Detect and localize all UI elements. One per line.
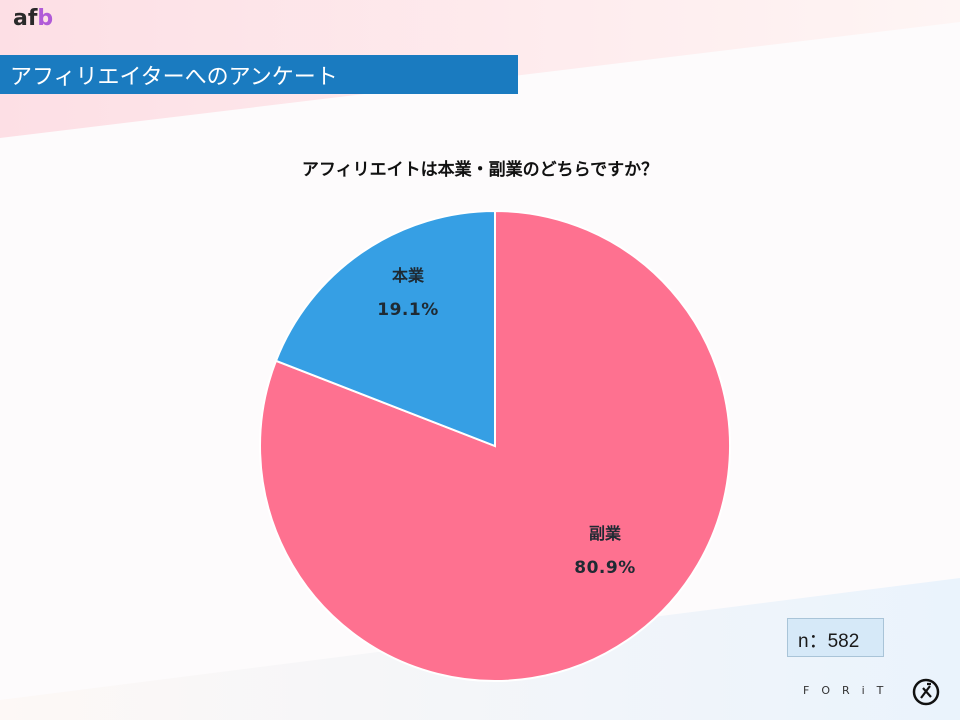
afb-logo: afb bbox=[13, 6, 53, 31]
slice-label-main-job: 本業 19.1% bbox=[348, 262, 468, 320]
pie-slice-main-job bbox=[274, 209, 496, 448]
sample-size-box: n：582 bbox=[787, 618, 884, 657]
slice-percent: 80.9% bbox=[574, 558, 636, 578]
sample-size-label: n：582 bbox=[798, 631, 860, 652]
forit-logo-text: FORiT bbox=[803, 684, 896, 697]
page-title-bar: アフィリエイターへのアンケート bbox=[0, 55, 518, 94]
slice-name: 副業 bbox=[588, 524, 621, 543]
logo-text-accent: b bbox=[37, 6, 54, 31]
slice-percent: 19.1% bbox=[377, 300, 439, 320]
page-title: アフィリエイターへのアンケート bbox=[10, 65, 338, 90]
logo-text: af bbox=[13, 6, 38, 31]
slice-label-side-job: 副業 80.9% bbox=[545, 520, 665, 578]
chart-title: アフィリエイトは本業・副業のどちらですか？ bbox=[301, 160, 659, 180]
forit-logo-icon bbox=[912, 678, 940, 706]
slice-name: 本業 bbox=[391, 266, 424, 285]
